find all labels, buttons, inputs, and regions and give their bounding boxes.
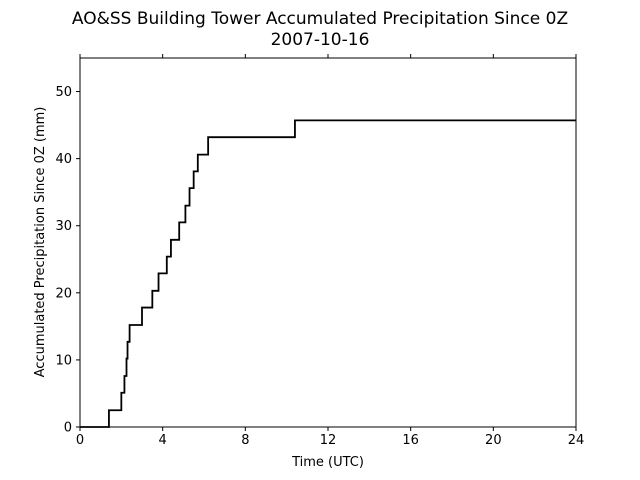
x-tick-label: 12	[320, 433, 337, 448]
x-tick-label: 20	[485, 433, 502, 448]
plot-frame	[79, 57, 577, 428]
y-tick-label: 10	[55, 353, 72, 368]
plot-border	[79, 57, 577, 428]
x-axis: 0 4 8 12 16 20 24	[76, 54, 584, 448]
chart-title: AO&SS Building Tower Accumulated Precipi…	[72, 9, 568, 29]
x-tick-label: 16	[402, 433, 419, 448]
x-axis-label: Time (UTC)	[291, 455, 364, 470]
y-tick-label: 30	[55, 219, 72, 234]
y-axis: 0 10 20 30 40 50	[55, 85, 80, 436]
x-tick-label: 8	[241, 433, 249, 448]
y-tick-label: 50	[55, 85, 72, 100]
y-tick-label: 0	[64, 421, 72, 436]
y-axis-label: Accumulated Precipitation Since 0Z (mm)	[33, 107, 48, 378]
x-tick-label: 4	[159, 433, 167, 448]
precipitation-line	[80, 119, 576, 428]
chart-subtitle: 2007-10-16	[271, 30, 370, 50]
x-tick-label: 0	[76, 433, 84, 448]
y-tick-label: 40	[55, 152, 72, 167]
y-tick-label: 20	[55, 286, 72, 301]
x-tick-label: 24	[568, 433, 585, 448]
